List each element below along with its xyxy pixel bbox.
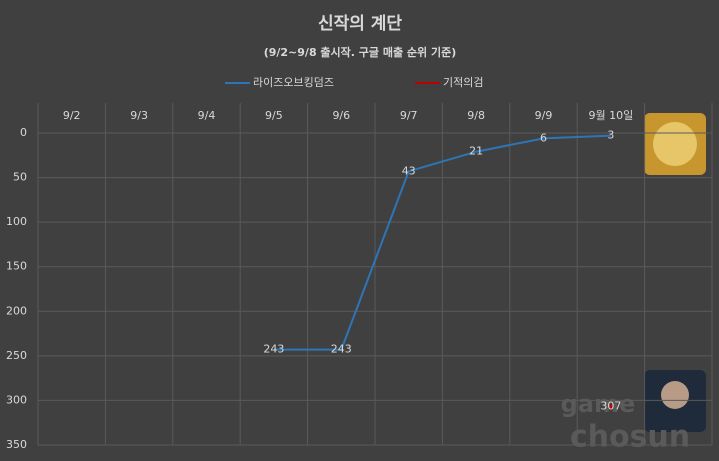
y-tick-label: 100 <box>6 215 27 228</box>
chart-title: 신작의 계단 <box>318 14 402 34</box>
x-tick-label: 9/3 <box>130 109 148 122</box>
x-tick-label: 9/6 <box>332 109 350 122</box>
game-icon-detail <box>661 381 689 409</box>
data-label: 307 <box>600 400 621 413</box>
data-label: 21 <box>469 145 483 158</box>
series-line <box>273 134 611 351</box>
watermark: chosun <box>570 420 690 455</box>
y-tick-label: 0 <box>20 126 27 139</box>
x-tick-label: 9/7 <box>400 109 418 122</box>
data-label: 43 <box>402 164 416 177</box>
data-label: 243 <box>263 343 284 356</box>
y-tick-label: 300 <box>6 393 27 406</box>
y-tick-label: 50 <box>13 171 27 184</box>
y-tick-label: 350 <box>6 438 27 451</box>
legend-label: 기적의검 <box>443 76 483 89</box>
x-tick-label: 9/8 <box>467 109 485 122</box>
y-tick-label: 250 <box>6 349 27 362</box>
game-icon-detail <box>653 122 697 166</box>
x-tick-label: 9월 10일 <box>589 108 634 122</box>
data-label: 243 <box>331 343 352 356</box>
watermark: game <box>561 390 636 418</box>
series-point <box>608 404 613 409</box>
x-tick-label: 9/2 <box>63 109 81 122</box>
legend-label: 라이즈오브킹덤즈 <box>253 76 334 89</box>
x-tick-label: 9/5 <box>265 109 283 122</box>
y-tick-label: 200 <box>6 304 27 317</box>
x-tick-label: 9/9 <box>535 109 553 122</box>
data-label: 3 <box>607 129 614 142</box>
y-tick-label: 150 <box>6 260 27 273</box>
chart-subtitle: (9/2~9/8 출시작. 구글 매출 순위 기준) <box>264 45 457 59</box>
data-label: 6 <box>540 131 547 144</box>
x-tick-label: 9/4 <box>198 109 216 122</box>
